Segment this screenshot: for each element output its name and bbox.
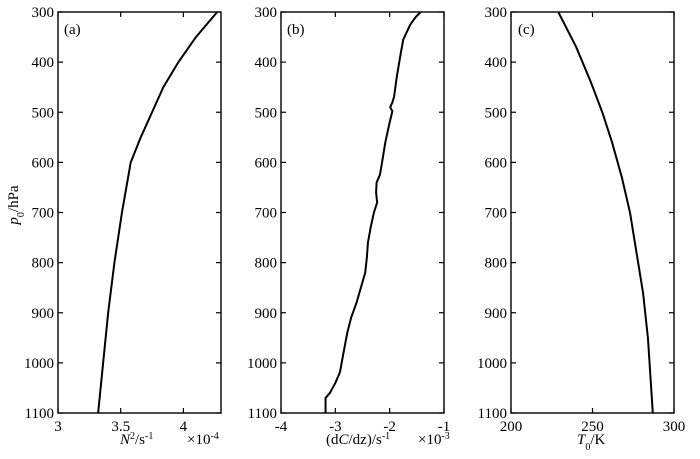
panel-a-x-multiplier: ×10-4 [187,431,219,449]
panel-a-ytick-label: 1100 [25,406,54,422]
panel-c-curve [557,11,654,414]
panel-b-curve [324,11,422,413]
panel-b-xtick-label: -3 [329,419,342,435]
panel-a-ytick-label: 900 [32,306,55,322]
panel-b-xlabel-sup: -1 [382,431,390,442]
panel-c-ytick-label: 1100 [478,406,507,422]
panel-c: (c) 200 250 300 300 400 500 600 700 800 900 1000 1… [477,5,685,453]
panel-a-xlabel: N2/s-1 [119,431,153,449]
panel-c-xtick-label: 250 [581,419,604,435]
panel-a-ytick-label: 400 [32,55,55,71]
panel-a: (a) 3 3.5 4 30040050060070080090010001100 … [6,5,222,449]
panel-c-ytick-label: 300 [485,5,508,21]
panel-c-xlabel: T0/K [577,432,606,453]
panel-b-x-multiplier-base: ×10 [418,432,441,448]
panel-c-label: (c) [518,22,535,38]
panel-a-ytick-label: 300 [32,5,55,21]
panel-c-xlabel-sub: 0 [585,442,590,453]
panel-a-ytick-label: 1000 [24,356,54,372]
panel-a-ytick-label: 500 [32,105,55,121]
panel-a-ylabel-sub: 0 [16,212,27,217]
panel-c-ytick-label: 900 [485,306,508,322]
panel-c-ytick-label: 1000 [477,356,507,372]
panel-c-xtick-label: 200 [500,419,523,435]
panel-b-xlabel-pre: (d [326,432,339,448]
panel-a-ytick-label: 600 [32,155,55,171]
panel-a-label: (a) [64,22,81,38]
panel-a-curve [97,11,219,414]
panel-b-xlabel-italic: C [339,432,350,448]
panel-a-ylabel: p0/hPa [6,185,27,226]
panel-b-ytick-label: 900 [255,306,278,322]
panel-c-xlabel-rest: /K [590,432,605,448]
panel-a-ytick-label: 700 [32,206,55,222]
panel-b-xtick-labels: -4 -3 -2 -1 [275,419,451,435]
panel-c-ytick-label: 800 [485,256,508,272]
panel-a-frame [57,11,222,414]
panel-a-xtick-label: 3.5 [111,419,130,435]
panel-a-ticks [57,11,221,414]
panel-c-ytick-labels: 300 400 500 600 700 800 900 1000 1100 [477,5,507,422]
panel-c-ytick-label: 700 [485,206,508,222]
panel-a-xlabel-base: N [119,432,131,448]
panel-b-xlabel-mid: /dz)/s [349,432,382,448]
panel-a-ylabel-base: p [6,217,22,226]
panel-c-xtick-label: 300 [663,419,686,435]
panel-b-ticks [280,11,445,414]
panel-b-x-multiplier: ×10-3 [418,431,450,449]
panel-c-ytick-label: 500 [485,105,508,121]
panel-b-frame [280,11,445,414]
panel-a-ylabel-rest: /hPa [6,185,22,212]
panel-b-xtick-label: -2 [383,419,396,435]
panel-b-ytick-labels: 300 400 500 600 700 800 900 1000 1100 [247,5,277,422]
panel-b-ytick-label: 300 [255,5,278,21]
panel-b-xtick-label: -1 [438,419,451,435]
panel-a-xtick-labels: 3 3.5 4 [54,419,187,435]
panel-a-x-multiplier-exp: -4 [210,431,218,442]
panel-c-ticks [510,11,675,414]
panel-a-ytick-label: 800 [32,256,55,272]
panel-b-xlabel: (dC/dz)/s-1 [326,431,390,449]
panel-b: (b) -4 -3 -2 -1 300400500600700800900100011… [247,5,450,448]
panel-b-xtick-label: -4 [275,419,288,435]
panel-b-ytick-label: 1000 [247,356,277,372]
panel-a-xlabel-sup1: 2 [130,431,135,442]
panel-b-ytick-label: 800 [255,256,278,272]
panel-b-x-multiplier-exp: -3 [441,431,449,442]
panel-b-ytick-label: 500 [255,105,278,121]
panel-b-ytick-label: 1100 [248,406,277,422]
panel-a-ytick-labels: 300 400 500 600 700 800 900 1000 1100 [24,5,54,422]
panel-c-ytick-label: 400 [485,55,508,71]
panel-c-xtick-labels: 200 250 300 [500,419,686,435]
panel-b-ytick-label: 600 [255,155,278,171]
panel-c-xlabel-base: T [577,432,587,448]
panel-a-xlabel-sup2: -1 [145,431,153,442]
panel-a-xlabel-mid: /s [135,432,145,448]
panel-b-label: (b) [287,22,305,38]
panel-c-ytick-label: 600 [485,155,508,171]
panel-b-ytick-label: 700 [255,206,278,222]
panel-a-xtick-label: 3 [54,419,62,435]
panel-a-xtick-label: 4 [180,419,188,435]
panel-a-x-multiplier-base: ×10 [187,432,210,448]
panel-b-ytick-label: 400 [255,55,278,71]
